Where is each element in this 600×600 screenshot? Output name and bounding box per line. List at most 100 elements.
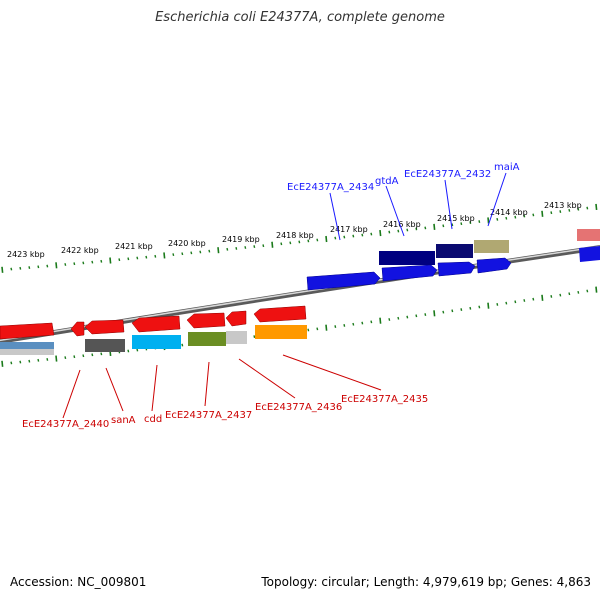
minor-tick [226,247,229,251]
cog-box-2440b [0,349,54,355]
minor-tick [424,226,427,230]
gene-label-2432: EcE24377A_2432 [404,169,491,180]
forward-gene-labels [329,172,507,241]
gene-label-2437: EcE24377A_2437 [165,410,252,421]
minor-tick [514,215,517,219]
cog-box-2440a [0,342,54,349]
kbp-label: 2419 kbp [222,235,260,244]
minor-tick [523,214,526,218]
minor-tick [514,300,517,304]
minor-tick [172,253,175,257]
minor-tick [208,249,211,253]
minor-tick [46,264,49,268]
minor-tick [37,358,40,362]
minor-tick [127,349,130,353]
minor-tick [10,267,13,271]
major-tick [541,210,544,217]
major-tick [1,360,4,367]
gene-label-gtdA: gtdA [375,176,399,187]
accession-text: Accession: NC_009801 [10,575,147,589]
cog-box-2434 [379,251,435,265]
kbp-labels: 2423 kbp 2422 kbp 2421 kbp 2420 kbp 2419… [7,201,582,259]
minor-tick [532,297,535,301]
leader-line [204,361,210,407]
minor-tick [334,236,337,240]
cog-box-2432 [436,244,473,258]
major-tick [325,235,328,243]
gene-arrow-edge-right [579,246,600,262]
minor-tick [64,356,67,360]
cog-box-2437b [226,331,247,344]
major-tick [1,266,4,273]
minor-tick [424,313,427,317]
major-tick [271,241,274,248]
minor-tick [73,355,76,359]
genome-stats-text: Topology: circular; Length: 4,979,619 bp… [261,575,591,589]
major-tick [433,223,436,230]
minor-tick [262,244,265,248]
major-tick [55,355,58,362]
minor-tick [28,266,31,270]
minor-tick [550,211,553,215]
kbp-label: 2413 kbp [544,201,582,210]
major-tick [217,247,220,254]
minor-tick [343,323,346,327]
gene-label-2435: EcE24377A_2435 [341,394,428,405]
minor-tick [316,238,319,242]
leader-line [329,192,341,241]
minor-tick [82,354,85,358]
minor-tick [415,227,418,231]
minor-tick [343,235,346,239]
minor-tick [388,230,391,234]
minor-tick [523,299,526,302]
kbp-label: 2421 kbp [115,242,153,251]
leader-line [385,185,405,237]
cog-box-edge-right [577,229,600,241]
major-tick [55,262,58,269]
minor-tick [91,260,94,264]
minor-tick [568,292,571,296]
minor-tick [559,210,562,213]
minor-tick [118,258,121,262]
leader-line [151,364,158,412]
major-tick [595,286,598,293]
gene-label-cdd: cdd [144,414,162,425]
minor-tick [289,241,292,245]
minor-tick [127,257,130,261]
minor-tick [370,320,373,324]
minor-tick [280,242,283,246]
minor-tick [586,289,589,293]
minor-tick [370,232,373,236]
minor-tick [46,358,49,361]
minor-tick [568,208,571,212]
gene-arrow-2437 [186,312,226,329]
minor-tick [100,352,103,356]
outer-tick-ring [1,203,598,273]
minor-tick [415,314,418,318]
minor-tick [442,224,445,228]
minor-tick [181,343,184,347]
leader-line [487,172,507,227]
kbp-label: 2418 kbp [276,231,314,240]
gene-arrow-small [70,321,85,337]
minor-tick [136,256,139,260]
minor-tick [253,245,256,249]
major-tick [379,229,382,237]
kbp-label: 2415 kbp [437,214,475,223]
gene-arrow-2434 [306,271,381,291]
gene-arrow-sanA [84,319,125,335]
minor-tick [73,262,76,266]
major-tick [595,203,598,210]
minor-tick [577,207,580,211]
minor-tick [460,222,463,226]
minor-tick [28,359,31,363]
gene-label-2436: EcE24377A_2436 [255,402,342,413]
minor-tick [496,217,499,221]
minor-tick [352,322,355,326]
minor-tick [10,361,13,365]
minor-tick [19,266,22,270]
kbp-label: 2420 kbp [168,239,206,248]
gene-label-sanA: sanA [111,415,136,426]
minor-tick [352,234,355,238]
gene-arrow-gtdA [381,264,438,282]
